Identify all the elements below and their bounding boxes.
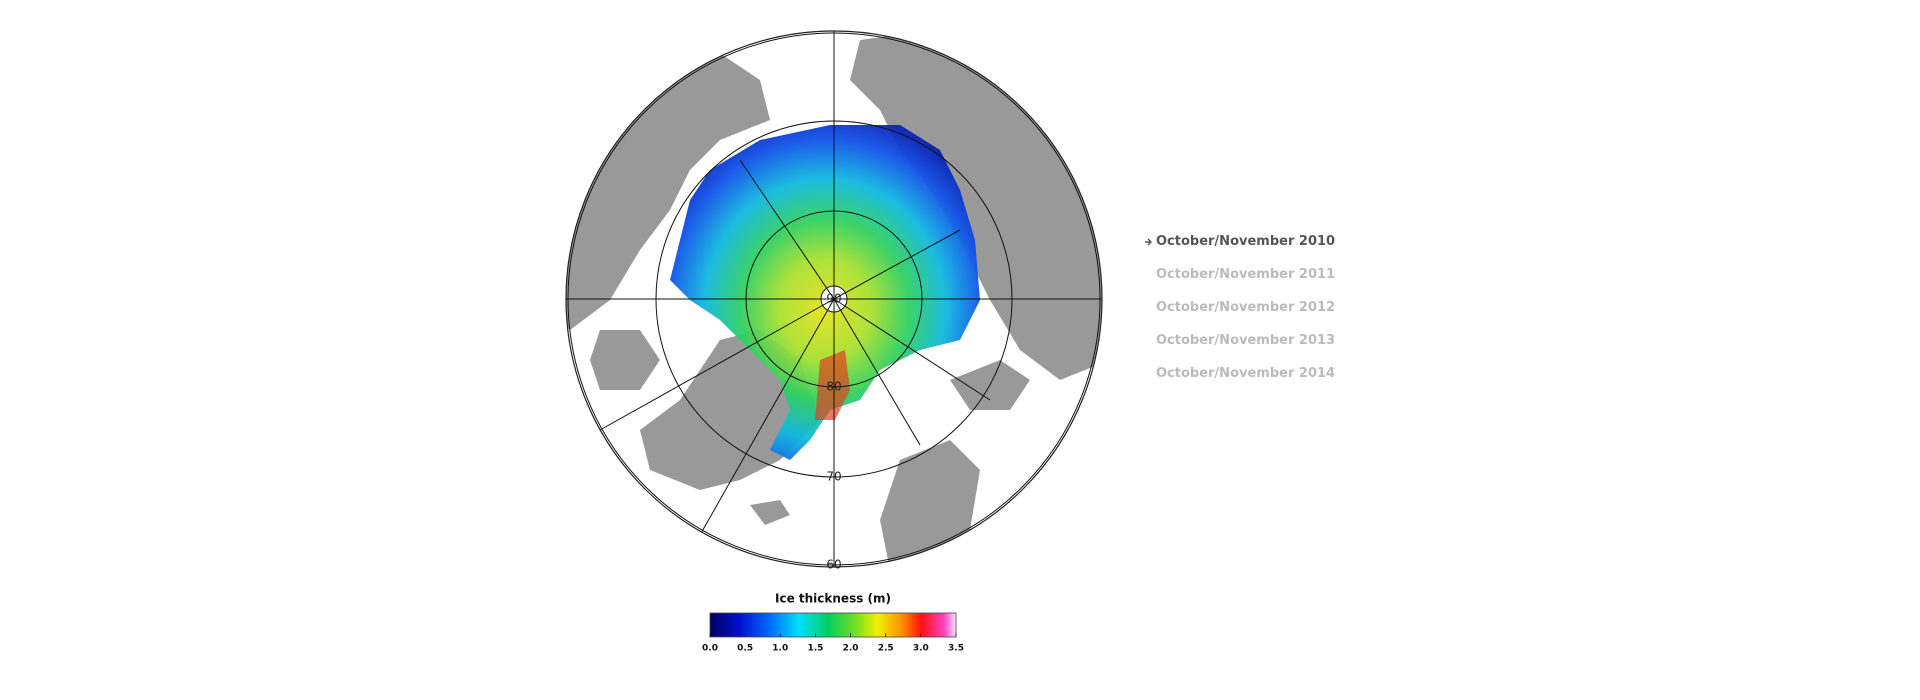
year-option[interactable]: October/November 2014 (1156, 362, 1335, 395)
year-option[interactable]: October/November 2011 (1156, 263, 1335, 296)
year-option-label: October/November 2010 (1156, 234, 1336, 249)
colorbar-tick-label: 2.0 (843, 644, 859, 654)
map-border (565, 30, 1103, 568)
arrow-icon (1145, 238, 1152, 246)
year-option-label: October/November 2014 (1156, 366, 1336, 381)
year-option[interactable]: October/November 2013 (1156, 329, 1335, 362)
year-option[interactable]: October/November 2012 (1156, 296, 1335, 329)
latitude-label: 90 (826, 292, 841, 306)
colorbar-tick-label: 0.0 (702, 644, 718, 654)
year-option[interactable]: October/November 2010 (1145, 230, 1336, 263)
year-option-label: October/November 2013 (1156, 333, 1336, 348)
colorbar-tick-label: 2.5 (878, 644, 894, 654)
colorbar-title: Ice thickness (m) (775, 592, 891, 606)
colorbar-tick-label: 3.5 (948, 644, 964, 654)
year-option-label: October/November 2011 (1156, 267, 1336, 282)
colorbar-tick-label: 1.5 (807, 644, 823, 654)
colorbar-tick-label: 0.5 (737, 644, 753, 654)
colorbar-tick-label: 1.0 (772, 644, 788, 654)
colorbar-tick-label: 3.0 (913, 644, 929, 654)
year-option-label: October/November 2012 (1156, 300, 1336, 315)
latitude-label: 70 (826, 470, 841, 484)
year-selector: October/November 2010 October/November 20… (1145, 230, 1336, 395)
latitude-label: 80 (826, 380, 841, 394)
latitude-label: 60 (826, 558, 841, 572)
colorbar (709, 612, 957, 638)
